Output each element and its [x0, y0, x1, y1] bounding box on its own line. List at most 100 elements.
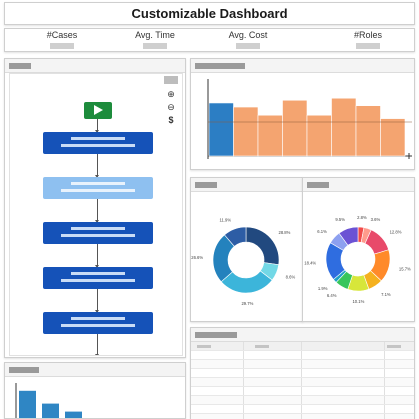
slice-label: 1.9% [318, 286, 328, 291]
donut-slice-4[interactable] [224, 226, 247, 247]
kpi-value-placeholder [236, 43, 260, 49]
flow-arrow [95, 334, 99, 355]
flow-arrow [95, 119, 99, 133]
slice-label: 6.1% [317, 229, 327, 234]
bar-1[interactable] [233, 106, 259, 157]
kpi-value-placeholder [356, 43, 380, 49]
kpi-label: Avg. Time [135, 30, 175, 40]
column-divider [243, 396, 244, 404]
data-table-panel [190, 327, 415, 419]
column-divider [384, 396, 385, 404]
column-divider [301, 369, 302, 377]
dollar-icon[interactable]: $ [168, 115, 174, 125]
bar-0[interactable] [208, 102, 234, 157]
process-step[interactable] [43, 267, 153, 289]
slice-label: 26.6% [191, 255, 203, 260]
column-divider [301, 396, 302, 404]
column-header-placeholder [197, 345, 211, 348]
slice-label: 3.6% [371, 217, 381, 222]
kpi-label: #Cases [46, 30, 78, 40]
slice-label: 15.7% [399, 267, 411, 272]
column-divider [384, 369, 385, 377]
histogram-chart[interactable] [5, 377, 185, 419]
table-header-row[interactable] [191, 342, 414, 351]
kpi-value-placeholder [50, 43, 74, 49]
start-play-icon[interactable] [84, 102, 112, 119]
table-row[interactable] [191, 369, 414, 378]
table-row[interactable] [191, 360, 414, 369]
table-row[interactable] [191, 396, 414, 405]
scroll-handle[interactable] [164, 76, 178, 84]
column-divider [243, 360, 244, 368]
column-divider [384, 342, 385, 350]
table-row[interactable] [191, 414, 414, 419]
histogram-panel [4, 362, 186, 419]
panel-header [5, 363, 185, 377]
bar-5[interactable] [331, 97, 357, 157]
slice-label: 12.8% [390, 229, 402, 234]
hist-bar-0[interactable] [19, 390, 36, 418]
panel-header [303, 178, 414, 192]
panel-header [5, 59, 185, 73]
table-row[interactable] [191, 387, 414, 396]
donut-slice-0[interactable] [245, 226, 280, 266]
bar-3[interactable] [282, 99, 308, 157]
panel-header [191, 178, 302, 192]
panel-header [191, 59, 414, 73]
slice-label: 18.4% [304, 260, 316, 265]
bar-7[interactable] [380, 118, 406, 157]
panel-title-placeholder [195, 63, 245, 69]
process-step[interactable] [43, 222, 153, 244]
bar-4[interactable] [306, 114, 332, 157]
table-row[interactable] [191, 378, 414, 387]
process-map-canvas[interactable] [9, 73, 183, 356]
process-step[interactable] [43, 312, 153, 334]
panel-title-placeholder [9, 367, 39, 373]
column-divider [384, 360, 385, 368]
column-divider [301, 387, 302, 395]
dashboard-header: Customizable Dashboard [4, 2, 415, 25]
flow-arrow [95, 154, 99, 178]
hist-bar-1[interactable] [42, 403, 59, 418]
process-step[interactable] [43, 132, 153, 154]
page-title: Customizable Dashboard [131, 6, 288, 21]
donut-chart-1[interactable]: 28.8% 8.6% 29.7% 26.6% 11.9% [191, 192, 302, 321]
slice-label: 11.9% [220, 218, 232, 223]
donut-slice-10[interactable] [338, 226, 359, 246]
donut-chart-panel-1: 28.8% 8.6% 29.7% 26.6% 11.9% [190, 177, 303, 322]
kpi-avg-cost[interactable]: Avg. Cost [208, 30, 288, 49]
slice-label: 8.6% [286, 275, 296, 280]
zoom-out-icon[interactable]: ⊖ [167, 102, 175, 112]
column-divider [384, 405, 385, 413]
kpi-strip: #Cases Avg. Time Avg. Cost #Roles [4, 28, 415, 52]
column-divider [301, 360, 302, 368]
table-row[interactable] [191, 351, 414, 360]
column-divider [384, 414, 385, 419]
hist-bar-2[interactable] [65, 411, 82, 418]
process-map-panel [4, 58, 186, 358]
table-row[interactable] [191, 405, 414, 414]
kpi-roles[interactable]: #Roles [328, 30, 408, 49]
slice-label: 2.8% [357, 215, 367, 220]
bar-chart[interactable] [191, 73, 414, 169]
kpi-avg-time[interactable]: Avg. Time [115, 30, 195, 49]
column-divider [301, 378, 302, 386]
bar-2[interactable] [257, 114, 283, 157]
kpi-cases[interactable]: #Cases [22, 30, 102, 49]
panel-title-placeholder [307, 182, 329, 188]
zoom-in-icon[interactable]: ⊕ [167, 89, 175, 99]
slice-label: 28.8% [278, 230, 290, 235]
kpi-value-placeholder [143, 43, 167, 49]
column-header-placeholder [255, 345, 269, 348]
slice-label: 7.1% [381, 292, 391, 297]
data-table[interactable] [191, 342, 414, 419]
process-step-selected[interactable] [43, 177, 153, 199]
slice-label: 29.7% [241, 301, 253, 306]
column-divider [301, 414, 302, 419]
column-divider [384, 351, 385, 359]
column-divider [301, 405, 302, 413]
slice-label: 10.1% [352, 299, 364, 304]
bar-6[interactable] [355, 105, 381, 157]
column-divider [243, 342, 244, 350]
donut-chart-2[interactable]: 2.8% 3.6% 12.8% 15.7% 7.1% 10.1% 6.4% 1.9% 18.4%… [303, 192, 414, 321]
